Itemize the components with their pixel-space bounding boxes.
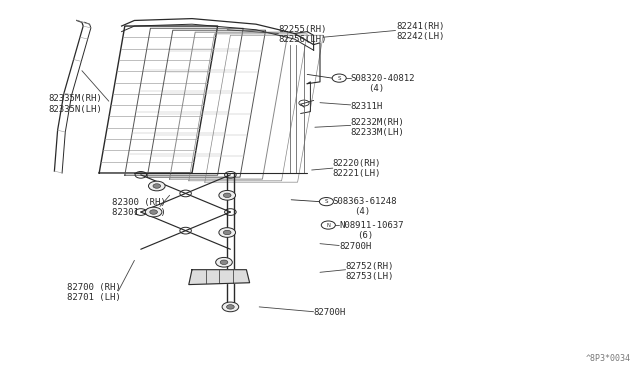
Circle shape	[219, 190, 236, 200]
Text: 82221(LH): 82221(LH)	[333, 169, 381, 178]
Text: 82753(LH): 82753(LH)	[346, 272, 394, 281]
Text: 82242(LH): 82242(LH)	[397, 32, 445, 41]
Text: 82335N(LH): 82335N(LH)	[48, 105, 102, 114]
Circle shape	[222, 302, 239, 312]
Polygon shape	[189, 270, 250, 285]
Circle shape	[227, 305, 234, 309]
Circle shape	[220, 260, 228, 264]
Text: N08911-10637: N08911-10637	[339, 221, 404, 230]
Circle shape	[223, 230, 231, 235]
Circle shape	[223, 193, 231, 198]
Text: 82752(RH): 82752(RH)	[346, 262, 394, 271]
Circle shape	[216, 257, 232, 267]
Text: S08320-40812: S08320-40812	[351, 74, 415, 83]
Text: 82256(LH): 82256(LH)	[278, 35, 327, 44]
Circle shape	[148, 181, 165, 191]
Text: N: N	[326, 222, 330, 228]
Text: 82300 (RH): 82300 (RH)	[112, 198, 166, 207]
Text: ^8P3*0034: ^8P3*0034	[586, 354, 630, 363]
Text: 82700H: 82700H	[339, 242, 371, 251]
Text: 82255(RH): 82255(RH)	[278, 25, 327, 34]
Text: (4): (4)	[368, 84, 384, 93]
Circle shape	[153, 184, 161, 188]
Text: S: S	[337, 76, 341, 81]
Text: 82701 (LH): 82701 (LH)	[67, 293, 121, 302]
Text: 82220(RH): 82220(RH)	[333, 159, 381, 168]
Text: S08363-61248: S08363-61248	[333, 197, 397, 206]
Text: 82233M(LH): 82233M(LH)	[351, 128, 404, 137]
Circle shape	[150, 210, 157, 214]
Text: (4): (4)	[354, 207, 370, 216]
Text: S: S	[324, 199, 328, 204]
Text: 82700 (RH): 82700 (RH)	[67, 283, 121, 292]
Text: 82700H: 82700H	[314, 308, 346, 317]
Circle shape	[145, 207, 162, 217]
Text: (6): (6)	[357, 231, 373, 240]
Text: 82311H: 82311H	[351, 102, 383, 110]
Text: 82335M(RH): 82335M(RH)	[48, 94, 102, 103]
Text: 82301 (LH): 82301 (LH)	[112, 208, 166, 217]
Text: 82232M(RH): 82232M(RH)	[351, 118, 404, 127]
Text: 82241(RH): 82241(RH)	[397, 22, 445, 31]
Circle shape	[219, 228, 236, 237]
